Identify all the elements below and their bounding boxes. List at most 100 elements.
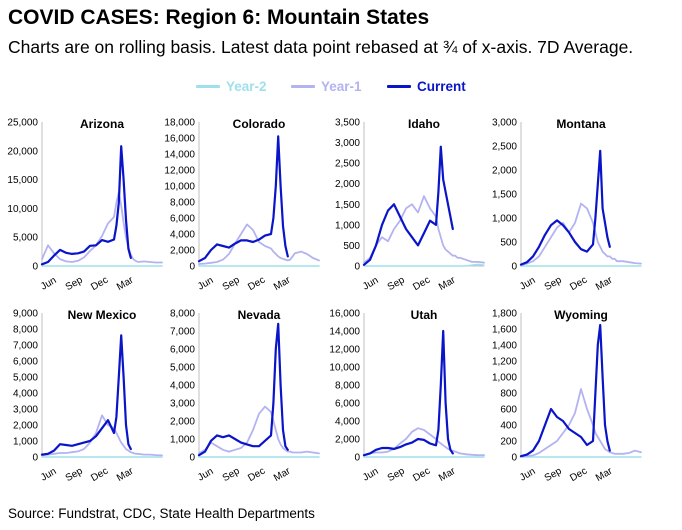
y-tick-label: 8,000 [335, 381, 360, 392]
x-tick-label: Dec [411, 466, 432, 484]
x-tick-label: Sep [543, 465, 564, 484]
y-tick-label: 12,000 [329, 345, 360, 356]
x-tick-label: Jun [361, 466, 380, 484]
y-tick-label: 1,000 [492, 214, 517, 225]
page-title: COVID CASES: Region 6: Mountain States [8, 6, 430, 29]
y-tick-label: 1,200 [492, 357, 517, 368]
x-tick-label: Mar [594, 274, 615, 292]
x-tick-label: Sep [386, 274, 407, 293]
x-tick-label: Sep [543, 274, 564, 293]
y-tick-label: 0 [354, 262, 360, 273]
y-tick-label: 10,000 [164, 182, 195, 193]
y-tick-label: 8,000 [13, 325, 38, 336]
x-tick-label: Jun [196, 275, 215, 293]
chart-nevada: 0 1,000 2,000 3,000 4,000 5,000 6,000 7,000 8,00… [170, 308, 320, 484]
y-tick-label: 14,000 [329, 327, 360, 338]
x-tick-label: Sep [64, 465, 85, 484]
y-tick-label: 10,000 [329, 363, 360, 374]
y-tick-label: 3,000 [335, 138, 360, 149]
legend-swatch-current [387, 84, 411, 88]
chart-new-mexico: 0 1,000 2,000 3,000 4,000 5,000 6,000 7,000 8,00… [13, 308, 163, 484]
x-tick-label: Jun [196, 466, 215, 484]
chart-title: Montana [556, 117, 606, 131]
chart-utah: 0 2,000 4,000 6,000 8,000 10,000 12,000 14,000 1… [329, 308, 485, 484]
legend-label-current: Current [417, 78, 466, 94]
y-tick-label: 1,000 [335, 220, 360, 231]
source-note: Source: Fundstrat, CDC, State Health Dep… [8, 506, 315, 521]
y-tick-label: 6,000 [335, 399, 360, 410]
chart-wyoming: 0 200 400 600 800 1,000 1,200 1,400 1,600 1,800 Ju… [492, 308, 642, 484]
series-line-current [362, 145, 454, 266]
x-tick-label: Jun [39, 466, 58, 484]
legend-item-year-2: Year-2 [196, 76, 267, 96]
x-tick-label: Mar [115, 274, 136, 292]
series-line-year-1 [198, 223, 320, 265]
series-line-current [519, 149, 611, 266]
x-tick-label: Jun [518, 466, 537, 484]
y-tick-label: 500 [500, 238, 517, 249]
chart-montana: 0 500 1,000 1,500 2,000 2,500 3,000 Jun Sep Dec Ma… [492, 117, 642, 293]
x-tick-label: Jun [361, 275, 380, 293]
x-tick-label: Mar [437, 465, 458, 483]
legend-swatch-year-2 [196, 84, 220, 88]
x-tick-label: Mar [272, 465, 293, 483]
series-line-current [40, 334, 132, 456]
x-tick-label: Mar [437, 274, 458, 292]
chart-title: Idaho [408, 117, 440, 131]
y-tick-label: 2,000 [13, 421, 38, 432]
x-tick-label: Sep [386, 465, 407, 484]
y-tick-label: 2,500 [335, 159, 360, 170]
series-line-year-1 [363, 427, 485, 457]
series-line-year-1 [41, 191, 163, 264]
y-tick-label: 1,500 [335, 200, 360, 211]
series-line-year-1 [520, 388, 642, 458]
y-tick-label: 6,000 [170, 345, 195, 356]
y-tick-label: 8,000 [170, 198, 195, 209]
chart-title: Nevada [238, 308, 281, 322]
series-line-current [40, 145, 132, 266]
chart-colorado: 0 2,000 4,000 6,000 8,000 10,000 12,000 14,000 1… [164, 117, 320, 293]
y-tick-label: 0 [189, 453, 195, 464]
chart-title: Colorado [233, 117, 286, 131]
legend-swatch-year-1 [291, 84, 315, 88]
x-tick-label: Sep [221, 465, 242, 484]
y-tick-label: 18,000 [164, 118, 195, 129]
y-tick-label: 7,000 [170, 327, 195, 338]
chart-legend: Year-2 Year-1 Current [0, 76, 682, 98]
series-line-year-1 [520, 202, 642, 266]
y-tick-label: 1,000 [13, 437, 38, 448]
series-line-year-1 [41, 414, 163, 457]
legend-item-current: Current [387, 76, 466, 96]
y-tick-label: 0 [354, 453, 360, 464]
y-tick-label: 20,000 [7, 146, 38, 157]
series-line-current [362, 329, 454, 457]
y-tick-label: 4,000 [170, 230, 195, 241]
x-tick-label: Jun [518, 275, 537, 293]
x-tick-label: Mar [272, 274, 293, 292]
y-tick-label: 12,000 [164, 166, 195, 177]
series-line-year-1 [198, 405, 320, 455]
x-tick-label: Mar [594, 465, 615, 483]
y-tick-label: 2,500 [492, 142, 517, 153]
chart-title: Wyoming [554, 308, 608, 322]
y-tick-label: 7,000 [13, 341, 38, 352]
y-tick-label: 3,000 [492, 118, 517, 129]
series-line-year-2 [363, 263, 485, 267]
legend-label-year-2: Year-2 [226, 78, 267, 94]
y-tick-label: 400 [500, 421, 517, 432]
chart-title: Utah [411, 308, 438, 322]
y-tick-label: 4,000 [13, 389, 38, 400]
x-tick-label: Dec [89, 466, 110, 484]
y-tick-label: 500 [343, 241, 360, 252]
y-tick-label: 15,000 [7, 175, 38, 186]
y-tick-label: 25,000 [7, 118, 38, 129]
y-tick-label: 14,000 [164, 150, 195, 161]
y-tick-label: 16,000 [329, 309, 360, 320]
x-tick-label: Dec [568, 466, 589, 484]
y-tick-label: 2,000 [492, 166, 517, 177]
y-tick-label: 9,000 [13, 309, 38, 320]
chart-arizona: 0 5,000 10,000 15,000 20,000 25,000 Jun Sep Dec M… [7, 117, 163, 293]
page-subtitle: Charts are on rolling basis. Latest data… [8, 37, 634, 57]
x-tick-label: Mar [115, 465, 136, 483]
y-tick-label: 0 [511, 453, 517, 464]
